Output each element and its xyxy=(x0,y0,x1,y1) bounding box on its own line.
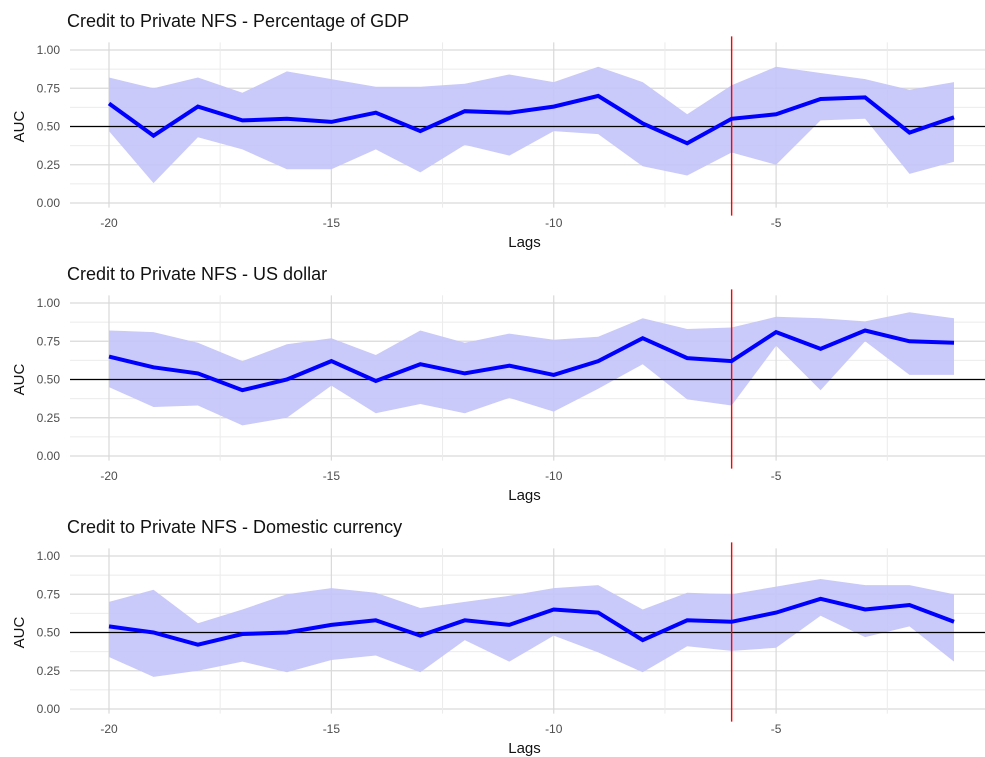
y-tick-label: 1.00 xyxy=(37,549,61,563)
x-axis-label: Lags xyxy=(508,487,541,504)
y-tick-label: 0.50 xyxy=(37,373,61,387)
x-tick-label: -5 xyxy=(771,216,782,230)
y-tick-label: 1.00 xyxy=(37,43,61,57)
auc-series-line xyxy=(108,596,955,647)
y-axis-label: AUC xyxy=(11,363,28,395)
y-axis-label: AUC xyxy=(11,110,28,142)
x-tick-label: -20 xyxy=(100,216,118,230)
y-tick-label: 0.25 xyxy=(37,411,61,425)
y-tick-label: 0.75 xyxy=(37,81,61,95)
chart-panel-1: 0.00 0.25 0.50 0.75 1.00 -20 -15 -10 -5 Credit to… xyxy=(11,11,985,251)
chart-panel-3: 0.00 0.25 0.50 0.75 1.00 -20 -15 -10 -5 Credit to… xyxy=(11,517,985,757)
y-tick-label: 0.50 xyxy=(37,120,61,134)
y-tick-label: 0.00 xyxy=(37,702,61,716)
y-tick-label: 0.25 xyxy=(37,158,61,172)
y-tick-label: 0.00 xyxy=(37,196,61,210)
x-tick-label: -15 xyxy=(323,722,341,736)
y-tick-label: 0.00 xyxy=(37,449,61,463)
y-axis-label: AUC xyxy=(11,616,28,648)
confidence-band xyxy=(109,579,954,677)
y-tick-label: 0.25 xyxy=(37,664,61,678)
y-tick-label: 1.00 xyxy=(37,296,61,310)
chart-title: Credit to Private NFS - Domestic currenc… xyxy=(67,517,402,537)
x-tick-label: -5 xyxy=(771,469,782,483)
x-axis-label: Lags xyxy=(508,234,541,251)
x-tick-label: -10 xyxy=(545,469,563,483)
y-tick-label: 0.50 xyxy=(37,626,61,640)
x-tick-label: -10 xyxy=(545,216,563,230)
x-tick-label: -15 xyxy=(323,216,341,230)
chart-title: Credit to Private NFS - Percentage of GD… xyxy=(67,11,409,31)
x-tick-label: -15 xyxy=(323,469,341,483)
confidence-band xyxy=(109,66,954,184)
x-tick-label: -5 xyxy=(771,722,782,736)
auc-series-line xyxy=(107,93,955,146)
x-tick-label: -10 xyxy=(545,722,563,736)
y-tick-label: 0.75 xyxy=(37,334,61,348)
x-tick-label: -20 xyxy=(100,722,118,736)
x-axis-label: Lags xyxy=(508,740,541,757)
chart-title: Credit to Private NFS - US dollar xyxy=(67,264,327,284)
chart-panel-2: 0.00 0.25 0.50 0.75 1.00 -20 -15 -10 -5 Credit to… xyxy=(11,264,985,504)
y-tick-label: 0.75 xyxy=(37,587,61,601)
auc-series-line xyxy=(108,328,955,393)
x-tick-label: -20 xyxy=(100,469,118,483)
